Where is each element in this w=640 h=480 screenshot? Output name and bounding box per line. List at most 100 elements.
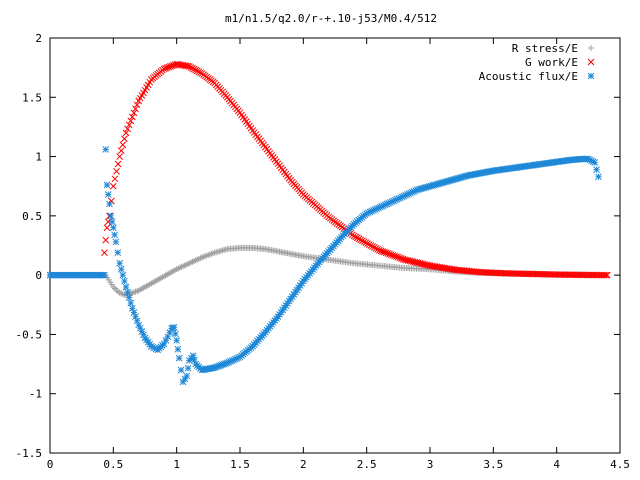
y-tick-label: 0.5 (22, 210, 42, 223)
y-tick-label: -1.5 (16, 447, 43, 460)
point (357, 236, 365, 244)
point (109, 224, 117, 232)
point (350, 232, 358, 240)
point (369, 243, 376, 250)
point (374, 245, 381, 253)
point (183, 372, 191, 380)
point (119, 271, 127, 279)
point (189, 352, 197, 360)
point (175, 354, 183, 362)
point (355, 235, 363, 243)
series-plus (47, 244, 602, 299)
point (124, 288, 131, 296)
y-tick-label: 1 (35, 151, 42, 164)
point (113, 286, 120, 293)
point (106, 200, 113, 208)
y-tick-label: -1 (29, 388, 42, 401)
point (109, 182, 117, 190)
point (122, 283, 130, 291)
axes: 0 0.5 1 1.5 2 2.5 3 3.5 4 4.5 -1.5 -1 -0.5 0 0.5 1 1.5 2 (16, 32, 630, 471)
point (116, 153, 124, 160)
point (117, 265, 125, 273)
x-tick-label: 3 (427, 458, 434, 471)
point (593, 166, 600, 173)
x-tick-label: 0 (47, 458, 54, 471)
series-star (46, 146, 602, 386)
x-tick-label: 4 (553, 458, 560, 471)
point (117, 147, 125, 154)
point (101, 249, 108, 256)
point (127, 117, 135, 125)
point (184, 364, 192, 372)
point (360, 238, 368, 246)
point (111, 175, 119, 183)
point (370, 244, 378, 251)
point (127, 299, 135, 307)
point (354, 234, 361, 242)
point (101, 271, 108, 279)
point (133, 101, 141, 109)
legend-label: R stress/E (512, 42, 578, 55)
y-tick-label: 0 (35, 269, 42, 282)
legend-label: Acoustic flux/E (479, 70, 578, 83)
series-x (101, 60, 611, 279)
point (103, 224, 111, 232)
point (108, 218, 116, 226)
point (114, 160, 122, 168)
legend-marker (588, 45, 594, 51)
point (125, 294, 133, 302)
point (104, 191, 112, 198)
point (103, 181, 111, 189)
point (170, 323, 178, 331)
point (359, 237, 366, 245)
point (177, 366, 185, 374)
point (111, 231, 118, 239)
x-tick-label: 2 (300, 458, 307, 471)
x-tick-label: 2.5 (357, 458, 377, 471)
point (365, 241, 373, 248)
point (119, 141, 127, 149)
data-marks (46, 60, 611, 386)
point (102, 236, 110, 244)
point (132, 105, 139, 113)
legend-label: G work/E (525, 56, 578, 69)
point (130, 109, 138, 117)
plot-frame (49, 37, 621, 454)
point (122, 129, 130, 137)
x-tick-label: 1.5 (230, 458, 250, 471)
point (111, 285, 118, 292)
point (116, 259, 124, 267)
point (174, 345, 182, 353)
y-tick-label: 1.5 (22, 91, 42, 104)
chart-title: m1/n1.5/q2.0/r-+.10-j53/M0.4/512 (225, 12, 437, 25)
point (107, 212, 115, 220)
legend-marker (587, 72, 595, 80)
point (352, 233, 360, 241)
x-tick-label: 0.5 (103, 458, 123, 471)
point (113, 168, 120, 175)
y-tick-label: 2 (35, 32, 42, 45)
point (125, 121, 133, 129)
point (595, 173, 602, 181)
point (603, 271, 611, 279)
point (364, 240, 371, 247)
point (602, 271, 609, 279)
x-tick-label: 4.5 (610, 458, 630, 471)
point (367, 242, 375, 249)
point (591, 159, 599, 166)
y-tick-label: -0.5 (16, 328, 43, 341)
point (128, 113, 136, 121)
point (112, 238, 120, 246)
point (372, 244, 380, 252)
x-tick-label: 1 (173, 458, 180, 471)
point (102, 146, 110, 153)
point (191, 356, 198, 364)
point (362, 239, 370, 247)
x-tick-label: 3.5 (483, 458, 503, 471)
point (121, 135, 128, 143)
legend-marker (587, 58, 595, 66)
point (173, 337, 181, 344)
point (172, 330, 179, 338)
